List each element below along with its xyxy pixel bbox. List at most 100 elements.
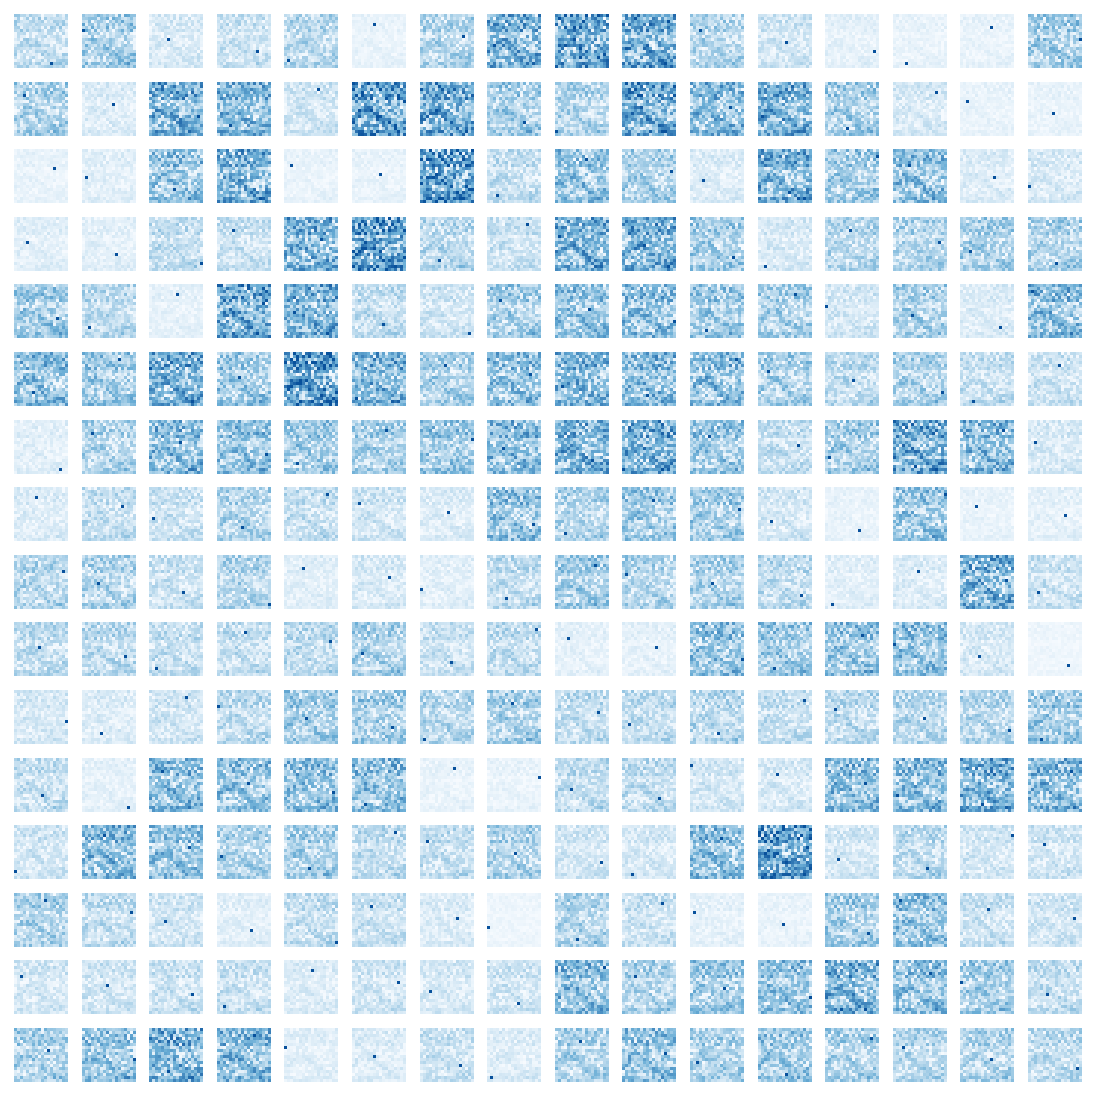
feature-map-tile <box>825 892 880 947</box>
feature-map-tile <box>487 622 542 677</box>
feature-map-tile <box>81 1028 136 1082</box>
activation-heatmap <box>554 622 609 677</box>
activation-heatmap <box>352 892 406 947</box>
activation-heatmap <box>14 622 68 677</box>
feature-map-tile <box>892 690 947 744</box>
feature-map-tile <box>216 825 271 880</box>
activation-heatmap <box>757 825 812 880</box>
activation-heatmap <box>149 149 204 204</box>
activation-heatmap <box>960 825 1015 880</box>
activation-heatmap <box>825 892 880 947</box>
feature-map-tile <box>149 960 204 1015</box>
feature-map-tile <box>352 487 406 542</box>
feature-map-tile <box>757 284 812 339</box>
feature-map-tile <box>487 284 542 339</box>
feature-map-tile <box>81 757 136 812</box>
activation-heatmap <box>960 419 1015 474</box>
feature-map-tile <box>14 1028 68 1082</box>
activation-heatmap <box>487 284 542 339</box>
activation-heatmap <box>690 81 744 136</box>
activation-heatmap <box>622 892 677 947</box>
feature-map-tile <box>554 960 609 1015</box>
feature-map-tile <box>892 554 947 609</box>
feature-map-tile <box>1028 149 1082 204</box>
feature-map-tile <box>81 825 136 880</box>
activation-heatmap <box>960 14 1015 68</box>
activation-heatmap <box>960 892 1015 947</box>
activation-heatmap <box>81 14 136 68</box>
feature-map-tile <box>149 892 204 947</box>
activation-heatmap <box>825 1028 880 1082</box>
feature-map-tile <box>216 622 271 677</box>
feature-map-tile <box>960 1028 1015 1082</box>
activation-heatmap <box>149 487 204 542</box>
activation-heatmap <box>892 554 947 609</box>
activation-heatmap <box>14 960 68 1015</box>
activation-heatmap <box>14 149 68 204</box>
activation-heatmap <box>690 216 744 271</box>
feature-map-tile <box>14 757 68 812</box>
feature-map-tile <box>825 81 880 136</box>
feature-map-tile <box>622 1028 677 1082</box>
feature-map-tile <box>149 216 204 271</box>
activation-heatmap <box>892 419 947 474</box>
feature-map-tile <box>216 892 271 947</box>
activation-heatmap <box>825 554 880 609</box>
feature-map-tile <box>554 554 609 609</box>
activation-heatmap <box>419 284 474 339</box>
feature-map-tile <box>960 14 1015 68</box>
feature-map-tile <box>149 690 204 744</box>
activation-heatmap <box>622 554 677 609</box>
activation-heatmap <box>14 554 68 609</box>
feature-map-tile <box>149 352 204 406</box>
feature-map-tile <box>487 352 542 406</box>
feature-map-tile <box>419 757 474 812</box>
feature-map-tile <box>825 149 880 204</box>
activation-heatmap <box>825 825 880 880</box>
activation-heatmap <box>892 825 947 880</box>
activation-heatmap <box>892 352 947 406</box>
activation-heatmap <box>825 622 880 677</box>
feature-map-tile <box>284 554 339 609</box>
activation-heatmap <box>14 14 68 68</box>
feature-map-tile <box>284 352 339 406</box>
activation-heatmap <box>1028 284 1082 339</box>
activation-heatmap <box>825 352 880 406</box>
activation-heatmap <box>1028 1028 1082 1082</box>
activation-heatmap <box>216 825 271 880</box>
feature-map-tile <box>690 554 744 609</box>
feature-map-tile <box>825 825 880 880</box>
feature-map-tile <box>352 352 406 406</box>
feature-map-tile <box>487 419 542 474</box>
feature-map-tile <box>487 487 542 542</box>
activation-heatmap <box>81 757 136 812</box>
activation-heatmap <box>352 216 406 271</box>
feature-map-tile <box>825 1028 880 1082</box>
feature-map-tile <box>487 149 542 204</box>
feature-map-tile <box>81 81 136 136</box>
activation-heatmap <box>14 892 68 947</box>
activation-heatmap <box>216 419 271 474</box>
activation-heatmap <box>690 622 744 677</box>
feature-map-tile <box>757 960 812 1015</box>
activation-heatmap <box>960 216 1015 271</box>
activation-heatmap <box>487 81 542 136</box>
feature-map-tile <box>487 216 542 271</box>
feature-map-tile <box>81 554 136 609</box>
activation-heatmap <box>216 14 271 68</box>
feature-map-tile <box>622 960 677 1015</box>
activation-heatmap <box>487 419 542 474</box>
feature-map-tile <box>690 622 744 677</box>
feature-map-tile <box>1028 487 1082 542</box>
activation-heatmap <box>1028 757 1082 812</box>
activation-heatmap <box>284 554 339 609</box>
feature-map-tile <box>892 825 947 880</box>
feature-map-tile <box>149 554 204 609</box>
feature-map-tile <box>622 554 677 609</box>
feature-map-tile <box>419 1028 474 1082</box>
feature-map-tile <box>892 622 947 677</box>
activation-heatmap <box>690 487 744 542</box>
feature-map-tile <box>960 690 1015 744</box>
activation-heatmap <box>149 419 204 474</box>
activation-heatmap <box>81 352 136 406</box>
